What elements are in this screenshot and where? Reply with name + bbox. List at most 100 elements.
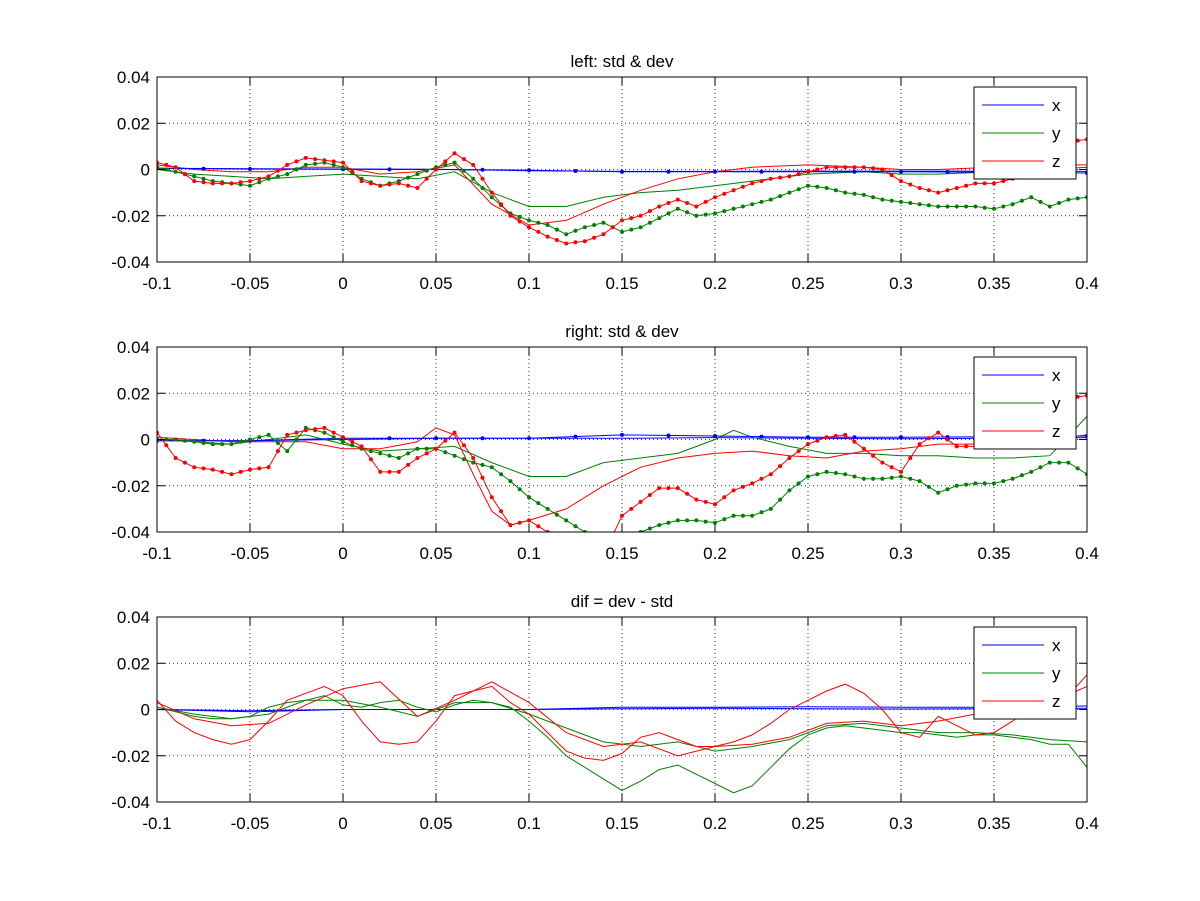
- series-marker: [415, 172, 420, 177]
- series-marker: [378, 183, 383, 188]
- y-tick-label: 0: [141, 431, 150, 450]
- series-marker: [899, 435, 903, 440]
- x-tick-label: 0.35: [977, 814, 1010, 833]
- series-marker: [527, 495, 531, 500]
- series-marker: [1057, 201, 1062, 205]
- legend-label-y: y: [1052, 664, 1061, 683]
- series-marker: [536, 524, 541, 529]
- x-tick-label: -0.1: [142, 814, 171, 833]
- series-marker: [843, 165, 848, 170]
- series-marker: [647, 209, 652, 214]
- series-marker: [620, 513, 624, 518]
- series-marker: [536, 220, 541, 225]
- series-marker: [685, 210, 690, 215]
- series-marker: [926, 188, 931, 193]
- series-marker: [461, 157, 466, 162]
- series-marker: [647, 220, 652, 225]
- chart-title: right: std & dev: [565, 322, 679, 341]
- series-marker: [713, 211, 717, 216]
- series-marker: [936, 204, 941, 209]
- series-marker: [703, 212, 708, 217]
- panels: -0.1 -0.05 0 0.05 0.1 0.15 0.2 0.25 0.3 0.35 0.4 0.…: [111, 52, 1099, 833]
- series-marker: [824, 435, 829, 440]
- series-marker: [368, 181, 373, 186]
- legend-label-y: y: [1052, 124, 1061, 143]
- series-marker: [443, 450, 448, 455]
- series-marker: [387, 436, 392, 441]
- series-marker: [666, 433, 671, 438]
- series-marker: [666, 169, 671, 174]
- series-marker: [517, 214, 522, 219]
- series-marker: [936, 430, 941, 435]
- series-marker: [527, 225, 531, 230]
- series-marker: [238, 439, 243, 444]
- series-marker: [731, 188, 736, 193]
- series-marker: [275, 449, 280, 454]
- series-marker: [378, 469, 383, 474]
- series-marker: [489, 190, 494, 195]
- series-marker: [806, 435, 810, 440]
- series-marker: [750, 202, 755, 207]
- series-marker: [229, 442, 234, 447]
- series-marker: [434, 167, 438, 172]
- series-marker: [824, 469, 829, 474]
- series-marker: [257, 180, 262, 185]
- series-marker: [778, 194, 783, 199]
- series-marker: [722, 495, 727, 500]
- series-marker: [350, 443, 355, 448]
- series-marker: [331, 159, 336, 164]
- series-marker: [387, 182, 392, 187]
- series-marker: [313, 161, 318, 166]
- series-marker: [517, 487, 522, 492]
- x-tick-label: 0.3: [889, 544, 913, 563]
- series-marker: [303, 155, 308, 160]
- series-marker: [945, 170, 950, 174]
- x-tick-label: 0.2: [703, 274, 727, 293]
- series-marker: [638, 213, 643, 218]
- series-marker: [806, 169, 810, 174]
- series-marker: [415, 456, 420, 460]
- series-marker: [703, 519, 708, 524]
- series-marker: [266, 465, 271, 470]
- series-marker: [917, 442, 922, 447]
- series-marker: [880, 197, 885, 202]
- series-line-x-0: [157, 437, 1087, 442]
- y-tick-label: 0: [141, 701, 150, 720]
- series-marker: [285, 449, 290, 454]
- series-marker: [815, 438, 820, 443]
- series-marker: [508, 479, 513, 484]
- series-marker: [750, 513, 755, 518]
- series-marker: [238, 180, 243, 185]
- series-marker: [871, 476, 876, 481]
- series-marker: [443, 162, 448, 167]
- series-marker: [713, 520, 717, 525]
- series-marker: [917, 202, 922, 207]
- series-group: [157, 674, 1087, 794]
- series-marker: [1038, 465, 1043, 470]
- series-marker: [992, 481, 996, 486]
- series-marker: [964, 183, 969, 188]
- series-marker: [740, 184, 745, 189]
- series-marker: [201, 176, 206, 181]
- series-marker: [722, 191, 727, 196]
- series-marker: [629, 216, 634, 221]
- series-marker: [257, 466, 262, 471]
- series-marker: [452, 453, 457, 458]
- series-marker: [861, 165, 866, 170]
- legend: xyz: [973, 86, 1077, 180]
- series-marker: [629, 506, 634, 511]
- y-tick-label: -0.04: [111, 253, 150, 272]
- series-marker: [629, 227, 634, 232]
- series-marker: [1047, 460, 1052, 465]
- series-marker: [592, 223, 597, 227]
- series-marker: [378, 451, 383, 456]
- series-marker: [182, 438, 187, 443]
- series-marker: [210, 467, 215, 472]
- series-marker: [889, 173, 894, 178]
- y-tick-label: -0.04: [111, 793, 150, 812]
- series-marker: [713, 502, 717, 507]
- series-marker: [740, 484, 745, 489]
- series-line-x-1: [157, 707, 1087, 713]
- x-tick-label: 0.3: [889, 814, 913, 833]
- series-marker: [499, 472, 504, 477]
